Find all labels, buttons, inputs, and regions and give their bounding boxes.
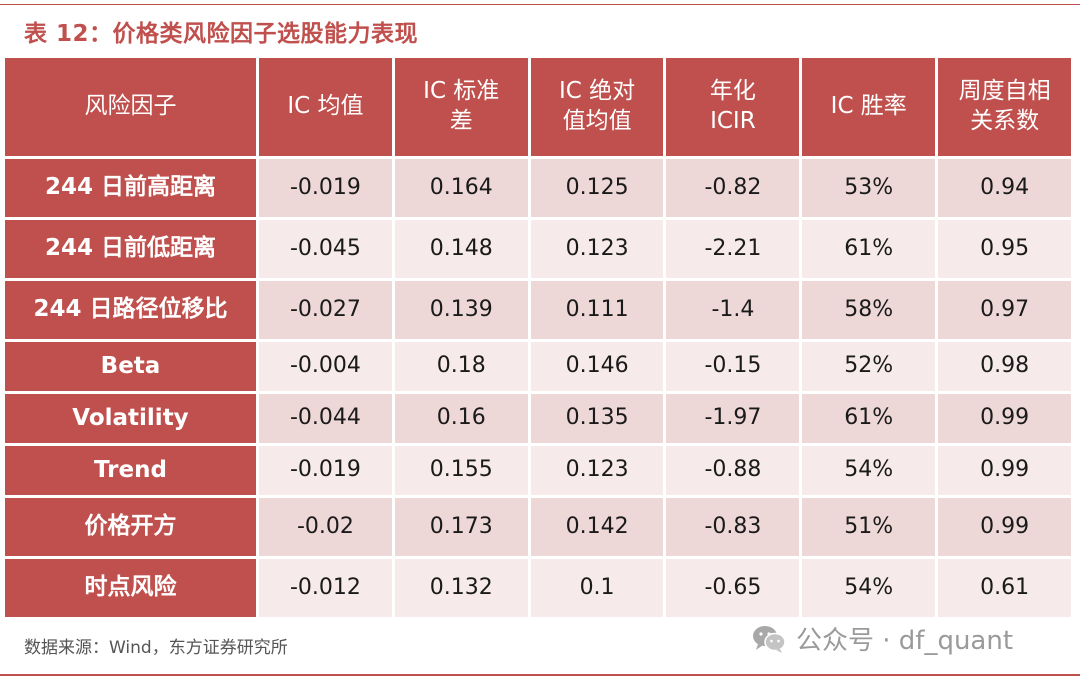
table-cell: 61%: [802, 394, 936, 443]
column-header: IC 均值: [259, 58, 392, 156]
row-header: Beta: [5, 342, 256, 391]
table-cell: -0.83: [666, 498, 800, 556]
table-cell: -0.045: [259, 220, 392, 278]
table-cell: 53%: [802, 159, 936, 217]
table-cell: 0.142: [530, 498, 664, 556]
table-cell: 0.99: [938, 498, 1071, 556]
table-cell: 0.146: [530, 342, 664, 391]
row-header: Volatility: [5, 394, 256, 443]
bottom-rule: [0, 674, 1080, 676]
table-cell: -0.65: [666, 559, 800, 617]
row-header: 时点风险: [5, 559, 256, 617]
table-cell: 0.173: [394, 498, 528, 556]
column-header: IC 绝对 值均值: [530, 58, 664, 156]
table-cell: -0.02: [259, 498, 392, 556]
table-cell: -0.82: [666, 159, 800, 217]
table-cell: 0.94: [938, 159, 1071, 217]
table-cell: 0.164: [394, 159, 528, 217]
table-cell: 0.148: [394, 220, 528, 278]
table-cell: -2.21: [666, 220, 800, 278]
title-rule: [0, 4, 1080, 5]
source-note: 数据来源：Wind，东方证券研究所: [24, 638, 288, 658]
table-cell: 0.95: [938, 220, 1071, 278]
table-cell: 0.99: [938, 446, 1071, 495]
table-cell: 61%: [802, 220, 936, 278]
table-cell: -0.027: [259, 281, 392, 339]
wechat-icon: [753, 625, 786, 653]
table-cell: -0.019: [259, 159, 392, 217]
table-cell: 54%: [802, 446, 936, 495]
column-header: IC 胜率: [802, 58, 936, 156]
table-cell: 0.132: [394, 559, 528, 617]
row-header: 244 日路径位移比: [5, 281, 256, 339]
table-cell: 0.123: [530, 220, 664, 278]
table-cell: 0.16: [394, 394, 528, 443]
table-cell: 0.61: [938, 559, 1071, 617]
table-cell: 0.111: [530, 281, 664, 339]
watermark: 公众号 · df_quant: [752, 620, 1013, 657]
row-header: Trend: [5, 446, 256, 495]
factor-table: 风险因子 IC 均值 IC 标准 差 IC 绝对 值均值 年化 ICIR IC 胜率 周度自…: [5, 58, 1071, 617]
table-cell: -0.15: [666, 342, 800, 391]
table-cell: 0.97: [938, 281, 1071, 339]
column-header: 风险因子: [5, 58, 256, 156]
column-header: IC 标准 差: [394, 58, 528, 156]
table-cell: 0.18: [394, 342, 528, 391]
row-header: 244 日前高距离: [5, 159, 256, 217]
table-cell: -0.044: [259, 394, 392, 443]
table-cell: 58%: [802, 281, 936, 339]
table-cell: 52%: [802, 342, 936, 391]
table-cell: 0.123: [530, 446, 664, 495]
table-cell: 0.135: [530, 394, 664, 443]
table-cell: 0.1: [530, 559, 664, 617]
column-header: 周度自相 关系数: [938, 58, 1071, 156]
table-cell: 0.155: [394, 446, 528, 495]
table-cell: 0.139: [394, 281, 528, 339]
table-cell: -1.4: [666, 281, 800, 339]
table-cell: -0.019: [259, 446, 392, 495]
table-cell: -1.97: [666, 394, 800, 443]
table-cell: 0.99: [938, 394, 1071, 443]
table-cell: 51%: [802, 498, 936, 556]
row-header: 价格开方: [5, 498, 256, 556]
table-cell: -0.012: [259, 559, 392, 617]
table-cell: 54%: [802, 559, 936, 617]
column-header: 年化 ICIR: [666, 58, 800, 156]
watermark-text: 公众号 · df_quant: [796, 626, 1014, 656]
table-cell: 0.125: [530, 159, 664, 217]
table-title: 表 12：价格类风险因子选股能力表现: [24, 21, 419, 47]
table-cell: 0.98: [938, 342, 1071, 391]
table-cell: -0.004: [259, 342, 392, 391]
row-header: 244 日前低距离: [5, 220, 256, 278]
table-cell: -0.88: [666, 446, 800, 495]
